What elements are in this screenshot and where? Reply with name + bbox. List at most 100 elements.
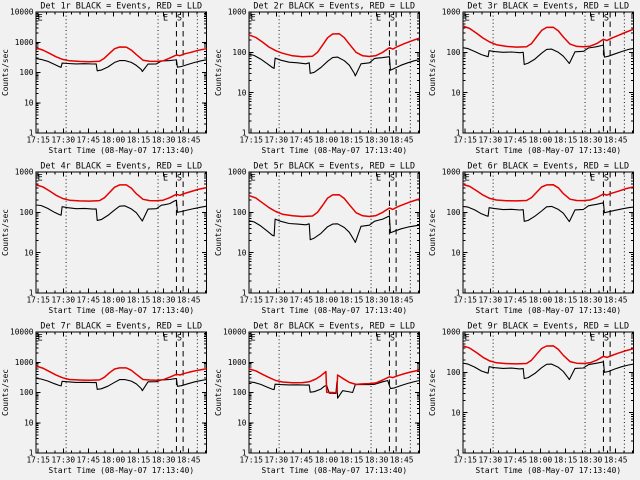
y-tick-label: 10 xyxy=(24,248,34,257)
x-tick-label: 17:15 xyxy=(240,456,264,465)
x-tick-label: 17:45 xyxy=(503,136,527,145)
chart-panel-8: Det 8r BLACK = Events, RED = LLD 1 10 100 10… xyxy=(214,321,421,475)
events-series xyxy=(35,199,207,222)
chart-cell-9: Det 9r BLACK = Events, RED = LLD 1 10 100 10… xyxy=(427,320,640,480)
axes xyxy=(462,171,634,294)
chart-cell-2: Det 2r BLACK = Events, RED = LLD 1 10 100 10… xyxy=(213,0,426,160)
flag-e: E xyxy=(38,174,43,184)
flag-s: S xyxy=(604,334,609,344)
x-tick-label: 18:45 xyxy=(604,296,628,305)
events-series xyxy=(462,202,634,223)
y-tick-label: 1 xyxy=(29,449,34,458)
y-tick-label: 1000 xyxy=(15,38,34,47)
x-tick-label: 18:15 xyxy=(553,136,577,145)
y-tick-label: 10 xyxy=(451,248,461,257)
x-tick-label: 17:45 xyxy=(77,136,101,145)
chart-panel-6: Det 6r BLACK = Events, RED = LLD 1 10 100 10… xyxy=(428,161,634,315)
chart-cell-4: Det 4r BLACK = Events, RED = LLD 1 10 100 10… xyxy=(0,160,213,320)
chart-title: Det 7r BLACK = Events, RED = LLD xyxy=(40,321,202,331)
y-axis-label: Counts/sec xyxy=(428,49,437,96)
flag-e: E xyxy=(163,174,168,184)
y-tick-label: 100 xyxy=(233,48,247,57)
y-tick-label: 100 xyxy=(446,48,460,57)
x-tick-label: 17:30 xyxy=(478,136,502,145)
x-tick-label: 17:15 xyxy=(453,296,477,305)
y-tick-label: 10 xyxy=(451,88,461,97)
x-tick-label: 18:45 xyxy=(390,136,414,145)
chart-cell-5: Det 5r BLACK = Events, RED = LLD 1 10 100 10… xyxy=(213,160,426,320)
x-tick-label: 18:15 xyxy=(127,136,151,145)
flag-e: E xyxy=(251,334,256,344)
x-tick-label: 17:15 xyxy=(26,456,50,465)
y-tick-label: 1 xyxy=(29,129,34,138)
flag-e: E xyxy=(251,174,256,184)
chart-title: Det 8r BLACK = Events, RED = LLD xyxy=(254,321,416,331)
y-tick-label: 100 xyxy=(19,68,33,77)
y-tick-label: 1 xyxy=(455,449,460,458)
x-tick-label: 18:15 xyxy=(340,136,364,145)
flag-s: S xyxy=(604,14,609,24)
x-tick-label: 17:15 xyxy=(453,456,477,465)
chart-cell-3: Det 3r BLACK = Events, RED = LLD 1 10 100 10… xyxy=(427,0,640,160)
y-tick-label: 1 xyxy=(242,129,247,138)
events-series xyxy=(249,53,420,77)
chart-title: Det 2r BLACK = Events, RED = LLD xyxy=(254,1,416,11)
y-tick-label: 1 xyxy=(29,289,34,298)
x-tick-label: 17:45 xyxy=(290,296,314,305)
chart-title: Det 9r BLACK = Events, RED = LLD xyxy=(467,321,629,331)
y-tick-label: 100 xyxy=(446,208,460,217)
lld-series xyxy=(249,33,421,58)
x-tick-label: 17:45 xyxy=(503,296,527,305)
chart-cell-6: Det 6r BLACK = Events, RED = LLD 1 10 100 10… xyxy=(427,160,640,320)
lld-series xyxy=(249,194,421,218)
y-axis-label: Counts/sec xyxy=(1,369,10,416)
x-axis-label: Start Time (08-May-07 17:13:40) xyxy=(262,466,408,475)
y-tick-label: 10 xyxy=(24,98,34,107)
x-tick-label: 17:45 xyxy=(290,456,314,465)
x-tick-label: 17:30 xyxy=(52,456,76,465)
y-tick-label: 100 xyxy=(233,208,247,217)
flag-s: S xyxy=(177,334,182,344)
x-tick-label: 17:30 xyxy=(478,296,502,305)
x-axis-label: Start Time (08-May-07 17:13:40) xyxy=(48,306,194,315)
x-tick-label: 18:00 xyxy=(315,296,339,305)
x-tick-label: 17:15 xyxy=(240,296,264,305)
y-tick-label: 1000 xyxy=(441,8,460,17)
x-tick-label: 17:45 xyxy=(290,136,314,145)
y-tick-label: 100 xyxy=(233,388,247,397)
y-axis-label: Counts/sec xyxy=(214,209,223,256)
chart-panel-7: Det 7r BLACK = Events, RED = LLD 1 10 100 10… xyxy=(1,321,208,475)
flag-e: E xyxy=(163,334,168,344)
y-axis-label: Counts/sec xyxy=(214,369,223,416)
lld-series xyxy=(35,46,207,63)
x-tick-label: 18:45 xyxy=(177,456,201,465)
lld-series xyxy=(462,345,634,365)
flag-s: S xyxy=(390,174,395,184)
x-tick-label: 18:45 xyxy=(390,456,414,465)
axes xyxy=(35,11,208,134)
y-tick-label: 1 xyxy=(242,289,247,298)
chart-panel-9: Det 9r BLACK = Events, RED = LLD 1 10 100 10… xyxy=(428,321,634,475)
flag-e: E xyxy=(590,174,595,184)
flag-e: E xyxy=(38,334,43,344)
chart-cell-8: Det 8r BLACK = Events, RED = LLD 1 10 100 10… xyxy=(213,320,426,480)
x-tick-label: 18:15 xyxy=(340,456,364,465)
y-tick-label: 10 xyxy=(237,88,247,97)
y-tick-label: 10 xyxy=(451,408,461,417)
lld-series xyxy=(249,368,421,394)
x-axis-label: Start Time (08-May-07 17:13:40) xyxy=(475,466,621,475)
y-axis-label: Counts/sec xyxy=(428,209,437,256)
flag-e: E xyxy=(163,14,168,24)
lld-series xyxy=(462,25,634,48)
lld-series xyxy=(35,184,207,202)
x-tick-label: 18:15 xyxy=(553,456,577,465)
y-tick-label: 1 xyxy=(455,289,460,298)
axes xyxy=(35,171,208,294)
y-axis-label: Counts/sec xyxy=(1,49,10,96)
x-tick-label: 18:00 xyxy=(528,456,552,465)
flag-s: S xyxy=(177,174,182,184)
x-tick-label: 18:45 xyxy=(177,136,201,145)
x-tick-label: 17:45 xyxy=(503,456,527,465)
x-tick-label: 17:30 xyxy=(265,136,289,145)
